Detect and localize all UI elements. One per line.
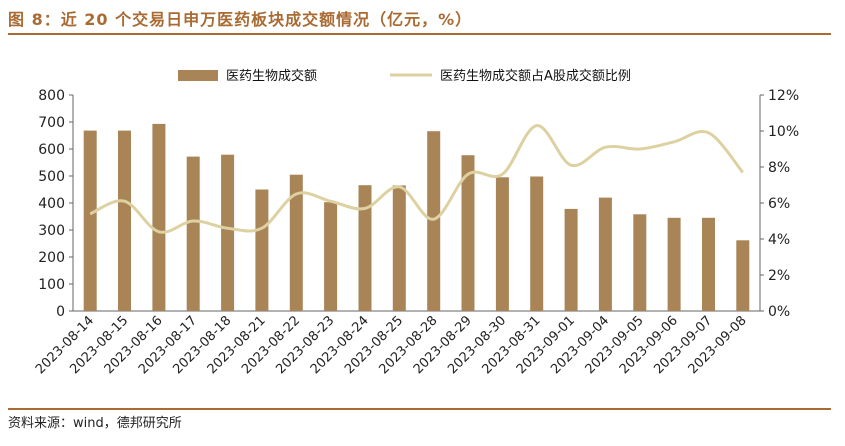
left-tick-label: 600 bbox=[38, 142, 65, 158]
ratio-line bbox=[89, 124, 744, 234]
bar-2023-08-24 bbox=[358, 185, 372, 311]
title-rule bbox=[8, 33, 831, 35]
bar-2023-09-04 bbox=[598, 197, 612, 311]
line-series bbox=[89, 124, 744, 234]
legend: 医药生物成交额 医药生物成交额占A股成交额比例 bbox=[178, 68, 631, 84]
bar-2023-08-21 bbox=[255, 189, 269, 311]
right-tick-label: 2% bbox=[768, 268, 790, 284]
bar-2023-08-17 bbox=[186, 156, 200, 311]
bar-2023-08-22 bbox=[289, 174, 303, 311]
bar-2023-08-31 bbox=[530, 176, 544, 311]
bar-2023-08-25 bbox=[392, 185, 406, 311]
x-tick-labels: 2023-08-142023-08-152023-08-162023-08-17… bbox=[33, 313, 750, 377]
bar-2023-09-05 bbox=[633, 214, 647, 311]
bar-2023-09-06 bbox=[667, 217, 681, 311]
left-tick-label: 200 bbox=[38, 250, 65, 266]
legend-bar-swatch bbox=[178, 70, 218, 81]
left-tick-label: 400 bbox=[38, 196, 65, 212]
legend-bar-label: 医药生物成交额 bbox=[226, 68, 317, 84]
right-tick-label: 12% bbox=[768, 88, 799, 104]
bar-2023-08-15 bbox=[118, 130, 131, 311]
bar-2023-09-07 bbox=[702, 217, 715, 311]
source-note: 资料来源：wind，德邦研究所 bbox=[8, 416, 182, 431]
bar-series bbox=[83, 123, 750, 312]
bar-2023-08-30 bbox=[495, 177, 509, 311]
bar-2023-08-16 bbox=[152, 123, 166, 312]
legend-line-label: 医药生物成交额占A股成交额比例 bbox=[440, 68, 631, 84]
bar-2023-08-28 bbox=[427, 131, 441, 311]
bar-2023-09-01 bbox=[564, 208, 578, 311]
left-tick-label: 300 bbox=[38, 223, 65, 239]
right-tick-label: 4% bbox=[768, 232, 790, 248]
axes: 0 100 200 300 400 500 600 700 800 0% 2% 4% 6% 8% 10% 12… bbox=[38, 88, 799, 320]
left-tick-label: 500 bbox=[38, 169, 65, 185]
right-tick-label: 8% bbox=[768, 160, 790, 176]
bar-2023-09-08 bbox=[736, 240, 750, 311]
right-tick-label: 10% bbox=[768, 124, 799, 140]
left-tick-label: 800 bbox=[38, 88, 65, 104]
bar-2023-08-14 bbox=[83, 130, 97, 311]
left-tick-label: 700 bbox=[38, 115, 65, 131]
source-rule bbox=[8, 408, 831, 410]
bar-2023-08-29 bbox=[461, 155, 475, 311]
figure-title: 图 8：近 20 个交易日申万医药板块成交额情况（亿元，%） bbox=[8, 10, 473, 29]
right-tick-label: 0% bbox=[768, 304, 790, 320]
left-tick-label: 100 bbox=[38, 277, 65, 293]
left-tick-label: 0 bbox=[56, 304, 65, 320]
bar-2023-08-23 bbox=[324, 202, 338, 311]
right-tick-label: 6% bbox=[768, 196, 790, 212]
bar-2023-08-18 bbox=[221, 154, 235, 311]
